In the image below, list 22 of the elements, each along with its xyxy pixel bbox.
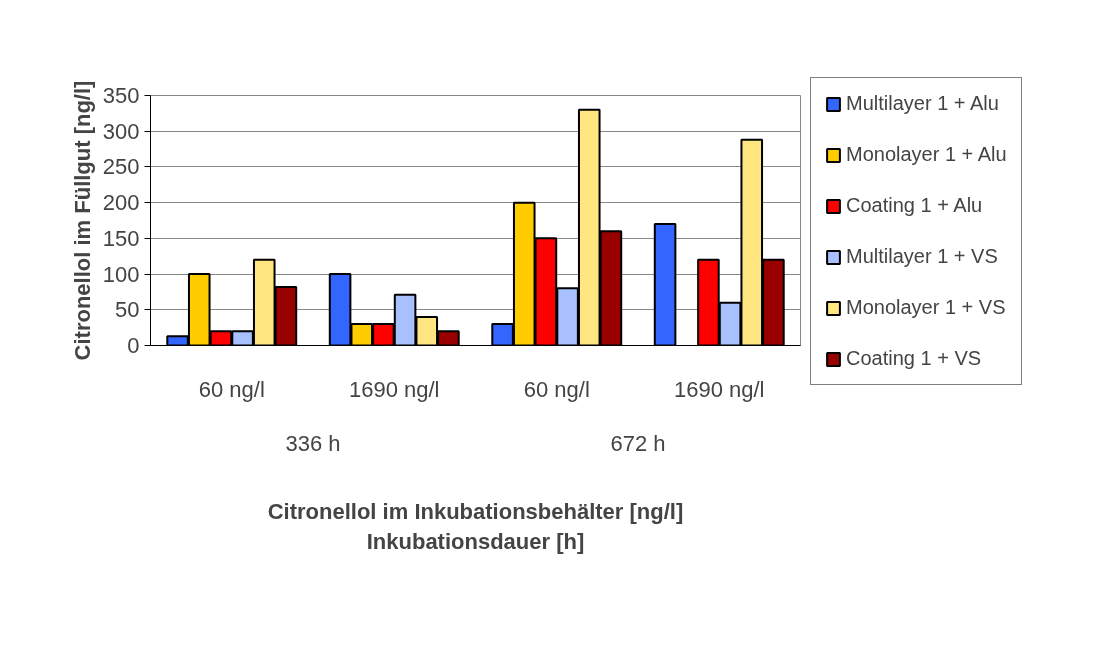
y-tick-label: 0: [127, 333, 140, 358]
y-tick-label: 250: [102, 154, 140, 180]
y-axis-title: Citronellol im Füllgut [ng/l]: [69, 80, 95, 361]
text: 672 h: [610, 430, 666, 456]
text: 336 h: [285, 430, 341, 456]
legend-label: Multilayer 1 + VS: [846, 245, 998, 268]
y-tick-label: 200: [102, 190, 140, 216]
legend-label: Monolayer 1 + VS: [846, 296, 1006, 319]
y-tick-label: 50: [115, 297, 140, 323]
y-tick-label: 150: [102, 225, 140, 251]
x-tick-label: 60 ng/l: [523, 376, 590, 402]
legend-label: Monolayer 1 + Alu: [846, 143, 1007, 166]
x-tick-label: 1690 ng/l: [673, 376, 765, 402]
x-tick-label: 60 ng/l: [198, 376, 265, 402]
y-tick-label: 300: [102, 118, 140, 144]
y-tick-label: 100: [102, 261, 140, 287]
x-axis-title: Citronellol im Inkubationsbehälter [ng/l] Inkubationsdauer [h]: [267, 498, 684, 554]
legend-label: Multilayer 1 + Alu: [846, 92, 999, 115]
x-tick-label: 1690 ng/l: [348, 376, 440, 402]
legend-label: Coating 1 + Alu: [846, 194, 983, 217]
legend-label: Coating 1 + VS: [846, 347, 982, 370]
y-tick-label: 350: [102, 83, 140, 108]
